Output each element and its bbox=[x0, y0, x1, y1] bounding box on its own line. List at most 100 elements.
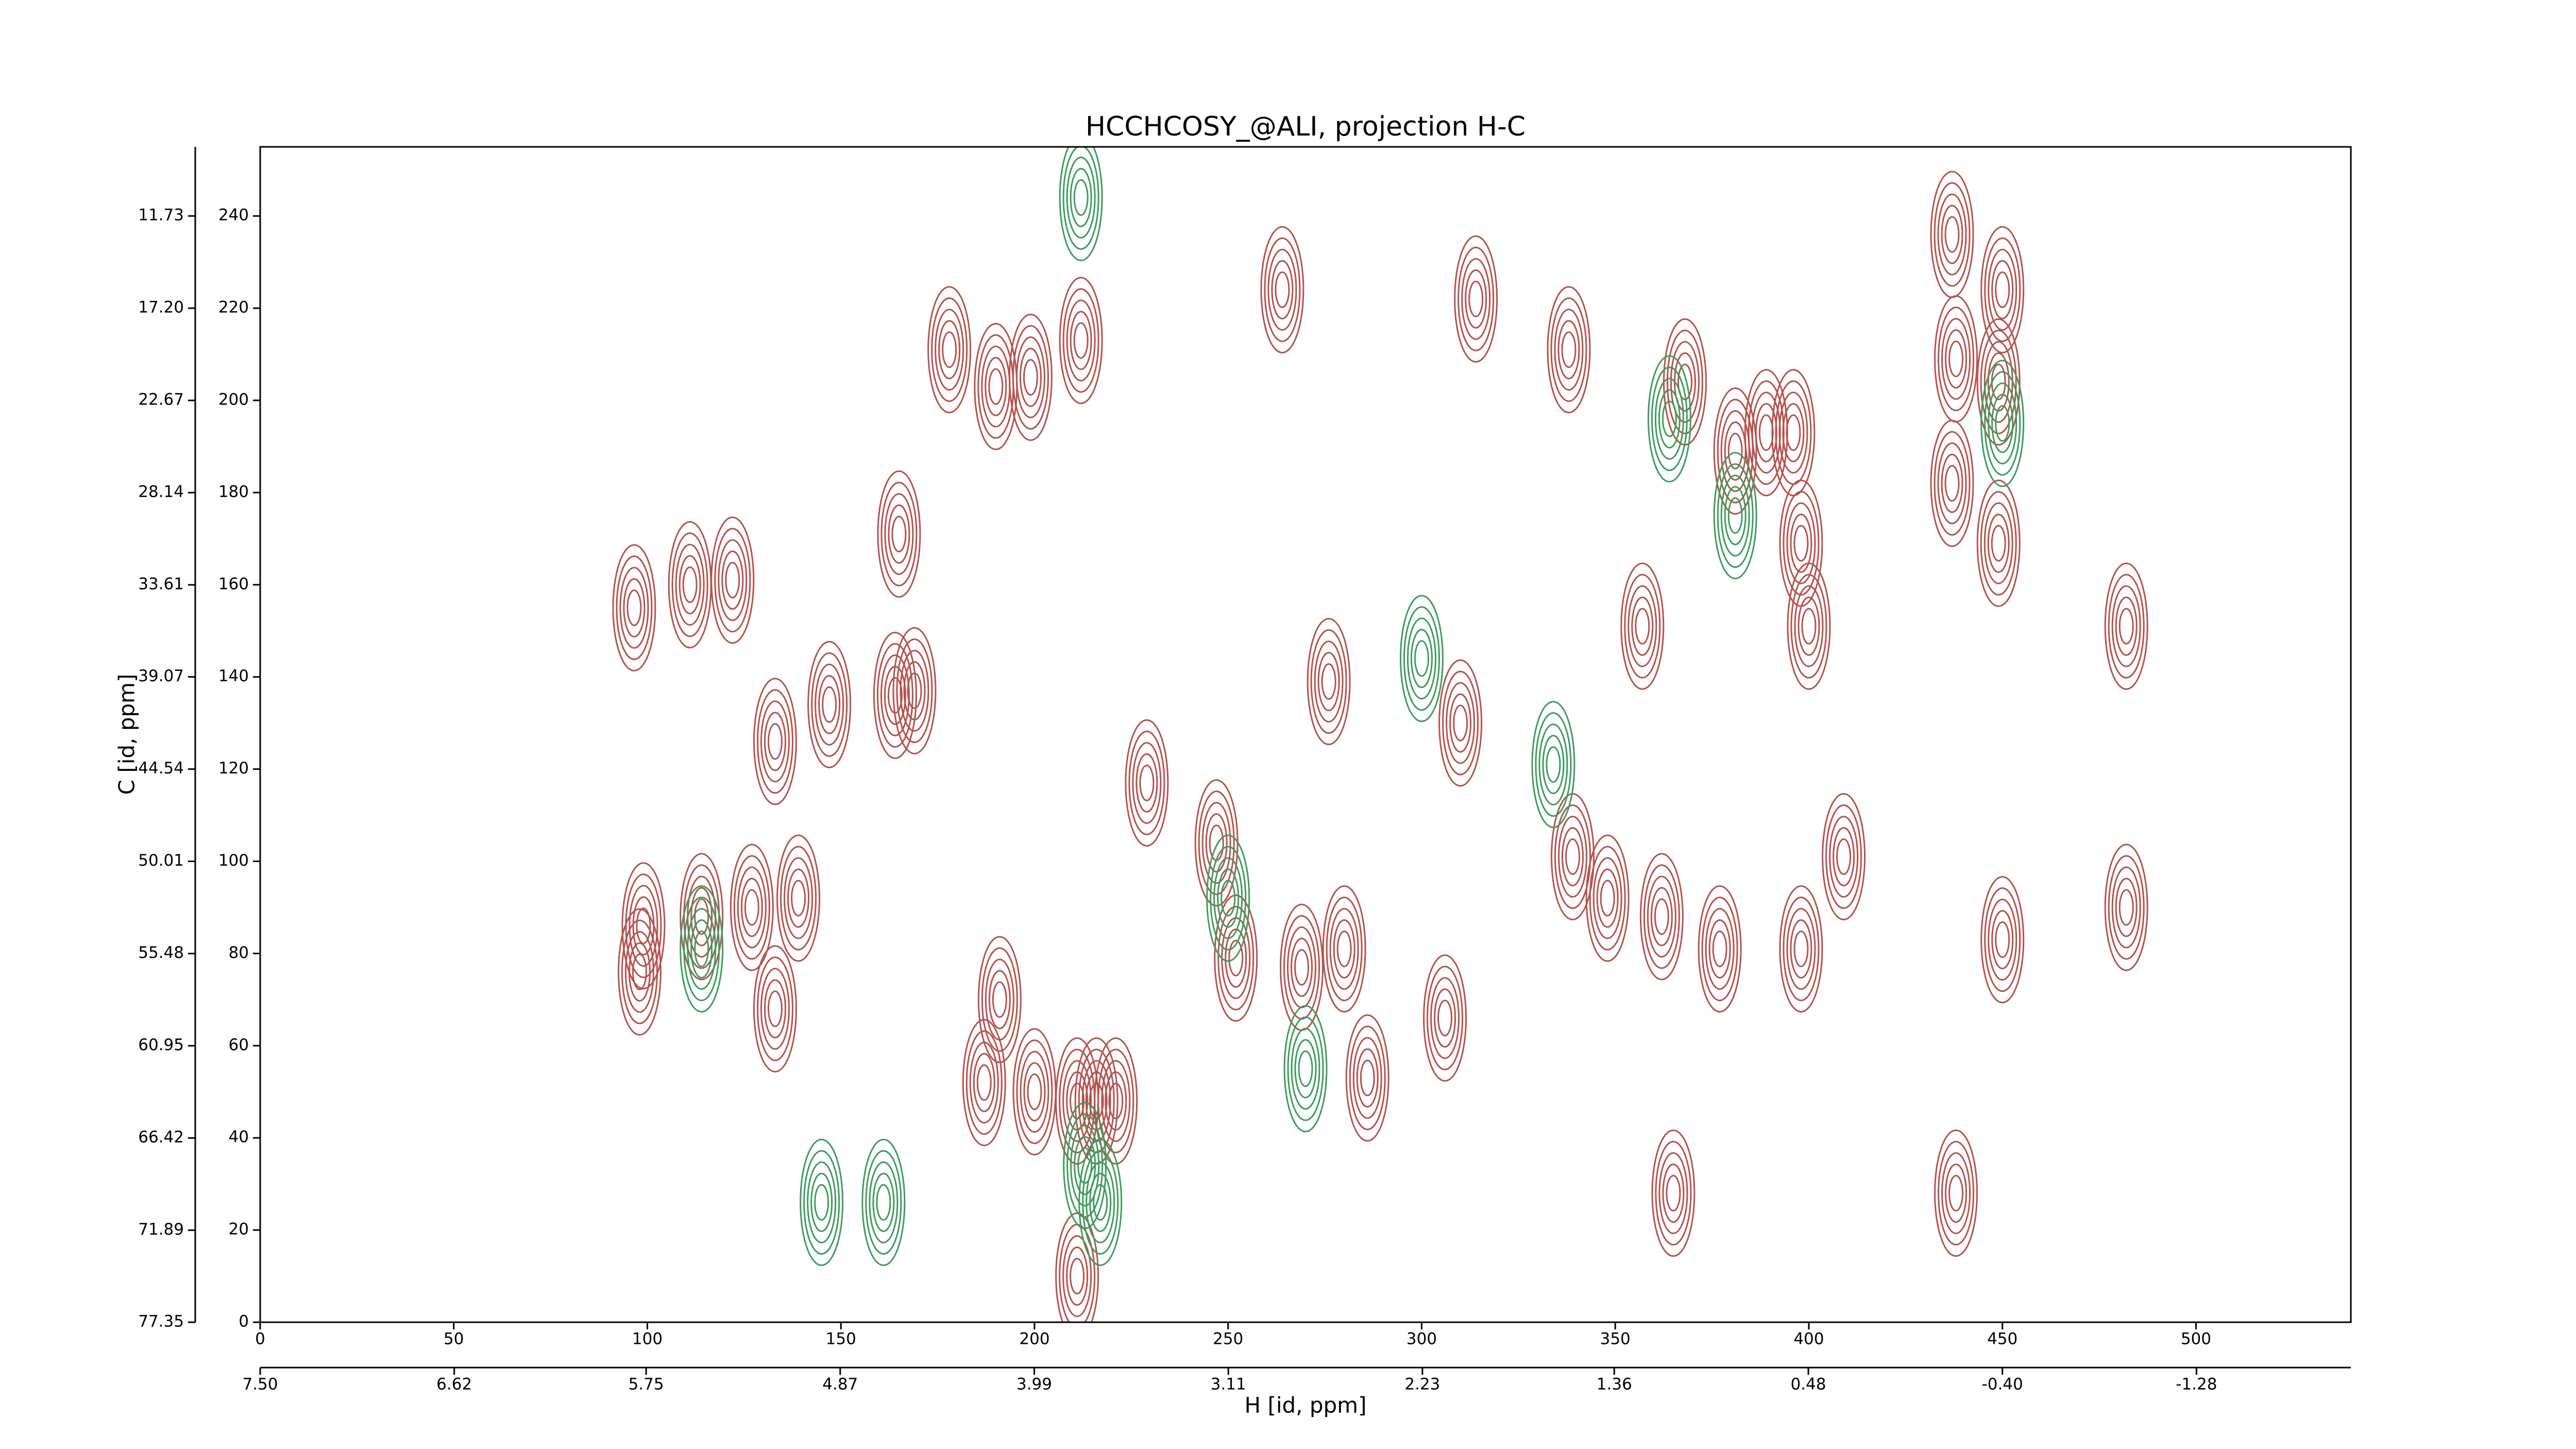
contour-ring bbox=[974, 323, 1018, 450]
contour-ring bbox=[1016, 1039, 1053, 1144]
contour-ring bbox=[1651, 1130, 1696, 1257]
y-tick-label: 80 bbox=[229, 943, 249, 962]
contour-ring bbox=[764, 712, 786, 771]
contour-ring bbox=[1991, 525, 2006, 562]
y-tick-label: 60 bbox=[229, 1036, 249, 1054]
contour-ring bbox=[1786, 414, 1801, 451]
plot-area bbox=[612, 147, 2148, 1322]
contour-ring bbox=[1822, 793, 1866, 921]
contour-ring bbox=[1206, 834, 1250, 962]
contour-ring bbox=[767, 723, 783, 760]
contour-ring bbox=[694, 898, 709, 935]
x2-tick-label: 4.87 bbox=[822, 1375, 858, 1394]
contour-ring bbox=[1070, 1258, 1085, 1295]
contour-ring bbox=[1984, 887, 2021, 992]
contour-ring bbox=[1980, 226, 2025, 353]
contour-ring bbox=[1988, 248, 2018, 331]
contour-ring bbox=[1217, 868, 1240, 928]
contour-ring bbox=[1062, 1060, 1092, 1142]
contour-ring bbox=[1461, 258, 1491, 340]
contour-ring bbox=[1937, 306, 1974, 411]
contour-ring bbox=[1260, 226, 1304, 353]
contour-ring bbox=[942, 331, 957, 368]
contour-ring bbox=[1666, 329, 1703, 434]
contour-ring bbox=[1055, 1212, 1099, 1322]
contour-ring bbox=[1465, 269, 1487, 329]
contour-ring bbox=[938, 320, 961, 380]
x2-tick-label: 2.23 bbox=[1404, 1375, 1440, 1394]
contour-ring bbox=[1307, 618, 1351, 746]
contour-ring bbox=[721, 550, 744, 610]
y2-tick-label: 55.48 bbox=[138, 943, 184, 962]
x-tick-label: 300 bbox=[1406, 1330, 1437, 1349]
contour-ring bbox=[1639, 853, 1684, 981]
contour-ring bbox=[1948, 1175, 1963, 1212]
contour-ring bbox=[1551, 793, 1595, 921]
contour-ring bbox=[1264, 237, 1301, 342]
contour-ring bbox=[1647, 355, 1691, 483]
contour-ring bbox=[767, 990, 783, 1027]
contour-ring bbox=[626, 589, 642, 627]
contour-ring bbox=[791, 880, 806, 917]
contour-ring bbox=[1012, 1028, 1057, 1156]
y2-tick-label: 17.20 bbox=[138, 298, 184, 317]
y-tick-label: 0 bbox=[239, 1312, 249, 1331]
contour-ring bbox=[679, 555, 701, 615]
contour-ring bbox=[1423, 954, 1467, 1082]
contour-ring bbox=[1779, 479, 1823, 607]
y2-tick-label: 66.42 bbox=[138, 1128, 184, 1147]
contour-ring bbox=[1948, 340, 1963, 377]
contour-ring bbox=[1434, 988, 1456, 1048]
contour-ring bbox=[1991, 394, 2014, 453]
contour-ring bbox=[1717, 398, 1754, 503]
contour-ring bbox=[1654, 898, 1669, 935]
x2-tick-label: 0.48 bbox=[1790, 1375, 1826, 1394]
contour-ring bbox=[1089, 1083, 1104, 1120]
contour-ring bbox=[2115, 878, 2138, 937]
contour-ring bbox=[682, 566, 698, 603]
contour-ring bbox=[1287, 1016, 1324, 1121]
contour-ring bbox=[1995, 921, 2010, 958]
y-tick-label: 200 bbox=[218, 390, 249, 409]
contour-ring bbox=[2111, 866, 2141, 949]
contour-ring bbox=[1271, 260, 1294, 319]
contour-ring bbox=[1793, 930, 1809, 967]
contour-ring bbox=[1453, 704, 1468, 742]
contour-ring bbox=[1406, 617, 1436, 700]
contour-ring bbox=[1399, 595, 1444, 722]
contour-ring bbox=[1326, 896, 1363, 1001]
contour-ring bbox=[1279, 903, 1324, 1031]
y2-tick-label: 71.89 bbox=[138, 1220, 184, 1239]
contour-ring bbox=[1427, 966, 1464, 1071]
contour-ring bbox=[1015, 336, 1045, 418]
contour-ring bbox=[1194, 779, 1239, 907]
contour-ring bbox=[1758, 414, 1774, 451]
contour-ring bbox=[1329, 907, 1359, 990]
contour-ring bbox=[687, 907, 717, 990]
contour-ring bbox=[1976, 318, 2021, 446]
contour-ring bbox=[1550, 297, 1587, 402]
y-tick-label: 20 bbox=[229, 1220, 249, 1239]
contour-ring bbox=[760, 700, 790, 783]
contour-ring bbox=[1798, 596, 1820, 656]
contour-ring bbox=[1073, 179, 1089, 216]
contour-ring bbox=[880, 654, 910, 736]
contour-ring bbox=[617, 908, 662, 1036]
contour-ring bbox=[1585, 834, 1630, 962]
contour-ring bbox=[1210, 846, 1247, 951]
contour-ring bbox=[1356, 1048, 1379, 1108]
contour-ring bbox=[962, 1019, 1006, 1147]
contour-ring bbox=[760, 968, 790, 1050]
contour-ring bbox=[927, 286, 972, 414]
contour-ring bbox=[1666, 1175, 1681, 1212]
contour-ring bbox=[1930, 419, 1974, 547]
contour-ring bbox=[1727, 497, 1743, 534]
contour-ring bbox=[1073, 322, 1089, 359]
x2-tick-label: 1.36 bbox=[1597, 1375, 1632, 1394]
contour-ring bbox=[1934, 431, 1971, 536]
y-tick-label: 100 bbox=[218, 851, 249, 870]
contour-ring bbox=[1020, 1051, 1049, 1133]
contour-ring bbox=[2104, 844, 2148, 971]
contour-ring bbox=[1019, 347, 1042, 407]
